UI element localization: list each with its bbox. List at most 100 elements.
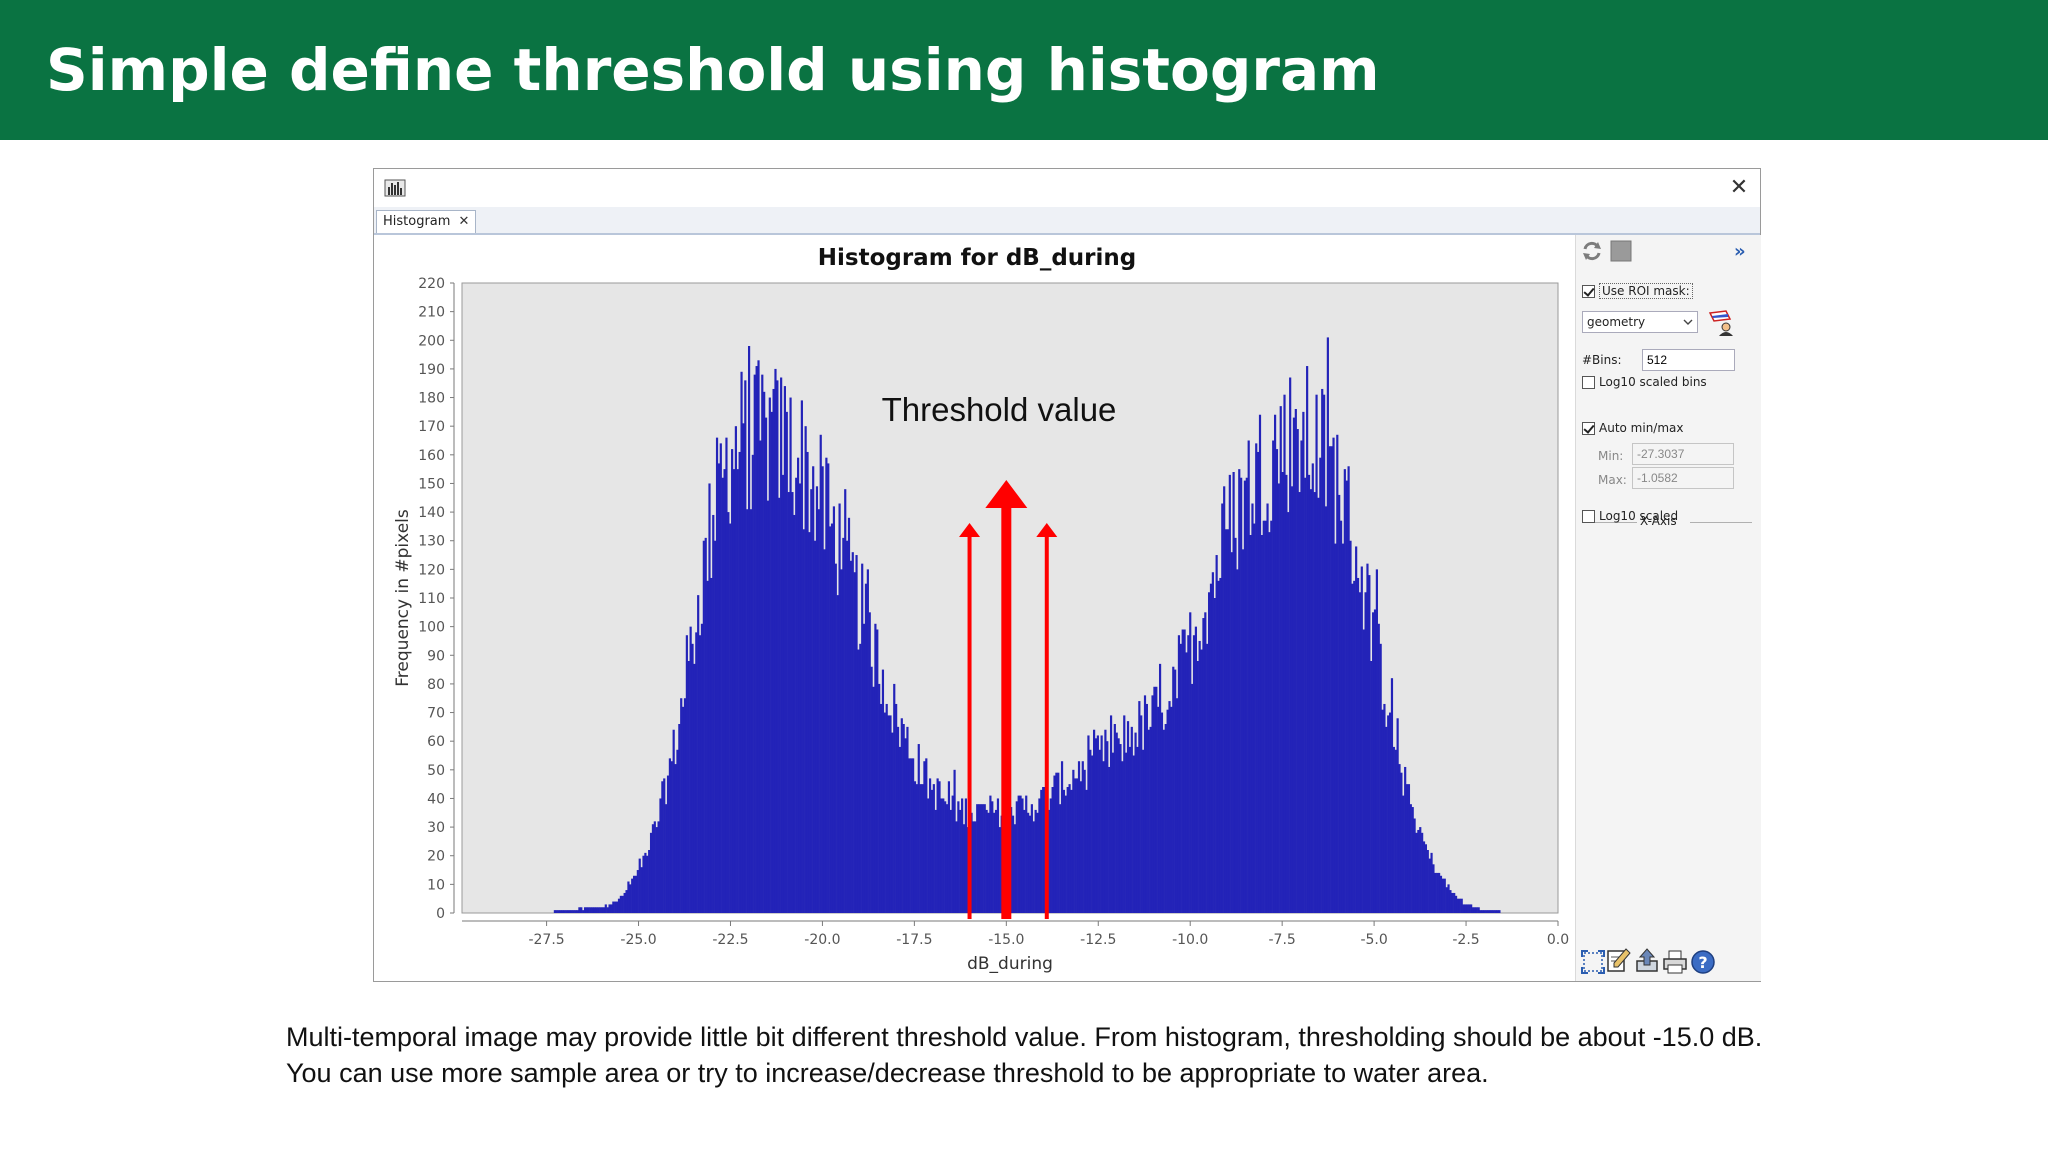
histogram-bar bbox=[580, 907, 583, 913]
tab-histogram[interactable]: Histogram ✕ bbox=[376, 210, 477, 233]
histogram-bar bbox=[638, 858, 641, 913]
histogram-bar bbox=[1206, 643, 1209, 913]
histogram-bar bbox=[1487, 910, 1490, 913]
histogram-bar bbox=[1300, 440, 1303, 913]
histogram-bar bbox=[1407, 784, 1411, 913]
x-axis-ticks: -27.5 -25.0 -22.5 -20.0 -17.5 -15.0 -12.5 -10.0… bbox=[528, 921, 1569, 948]
histogram-bar bbox=[1362, 629, 1365, 913]
help-icon[interactable]: ? bbox=[1690, 949, 1716, 978]
histogram-bar bbox=[704, 537, 707, 913]
histogram-bar bbox=[1351, 583, 1354, 913]
histogram-bar bbox=[755, 366, 758, 913]
histogram-bar bbox=[593, 907, 596, 913]
histogram-bar bbox=[1187, 635, 1190, 913]
min-input[interactable] bbox=[1632, 443, 1734, 465]
histogram-bar bbox=[712, 514, 715, 913]
histogram-bar bbox=[764, 417, 768, 913]
histogram-bar bbox=[868, 612, 871, 913]
edit-properties-icon[interactable] bbox=[1606, 947, 1632, 978]
export-icon[interactable] bbox=[1634, 947, 1660, 978]
histogram-bar bbox=[585, 907, 589, 913]
histogram-bar bbox=[602, 907, 606, 913]
log10-bins-checkbox[interactable] bbox=[1582, 375, 1595, 389]
histogram-bar bbox=[640, 867, 643, 913]
histogram-bar bbox=[1328, 446, 1331, 913]
histogram-bar bbox=[789, 397, 792, 913]
roi-mask-select[interactable]: geometry bbox=[1582, 311, 1698, 333]
histogram-bar bbox=[1338, 494, 1341, 913]
slide-title: Simple define threshold using histogram bbox=[46, 36, 1380, 104]
histogram-bar bbox=[1189, 612, 1192, 913]
histogram-bar bbox=[1289, 377, 1292, 913]
histogram-bar bbox=[923, 761, 926, 913]
histogram-bar bbox=[1405, 784, 1409, 913]
histogram-bar bbox=[1441, 878, 1444, 913]
max-input[interactable] bbox=[1632, 467, 1734, 489]
histogram-bar bbox=[1021, 798, 1024, 913]
print-icon[interactable] bbox=[1662, 949, 1688, 978]
histogram-bar bbox=[1228, 474, 1231, 913]
histogram-bar bbox=[936, 778, 939, 913]
histogram-bar bbox=[689, 626, 692, 913]
histogram-bar bbox=[621, 895, 624, 913]
x-tick-label: -22.5 bbox=[712, 932, 748, 948]
histogram-bar bbox=[698, 635, 702, 913]
histogram-bar bbox=[1345, 480, 1348, 913]
histogram-bar bbox=[727, 512, 730, 913]
histogram-bar bbox=[1285, 474, 1288, 913]
histogram-bar bbox=[668, 758, 671, 913]
window-close-button[interactable]: ✕ bbox=[1729, 175, 1749, 200]
tab-close-icon[interactable]: ✕ bbox=[458, 214, 470, 229]
histogram-bar bbox=[1490, 910, 1493, 913]
histogram-bar bbox=[1143, 695, 1147, 913]
histogram-bar bbox=[813, 540, 817, 913]
histogram-bar bbox=[815, 486, 819, 913]
use-roi-checkbox[interactable] bbox=[1582, 284, 1595, 298]
histogram-bar bbox=[1023, 809, 1026, 913]
collapse-panel-icon[interactable]: » bbox=[1734, 241, 1746, 262]
log10-scaled-checkbox[interactable] bbox=[1582, 509, 1595, 523]
histogram-bar bbox=[851, 552, 854, 913]
histogram-bar bbox=[1454, 895, 1458, 913]
histogram-bar bbox=[1093, 729, 1096, 913]
histogram-bar bbox=[798, 483, 802, 913]
roi-mask-manager-icon[interactable] bbox=[1706, 307, 1736, 340]
histogram-bar bbox=[1381, 709, 1384, 913]
histogram-bar bbox=[949, 809, 952, 913]
histogram-bar bbox=[1036, 812, 1039, 913]
histogram-bar bbox=[1019, 795, 1022, 913]
bins-input[interactable] bbox=[1642, 349, 1735, 371]
histogram-bar bbox=[672, 729, 675, 913]
histogram-bar bbox=[761, 374, 764, 913]
histogram-bar bbox=[1302, 411, 1305, 913]
histogram-bar bbox=[1027, 812, 1030, 913]
histogram-bar bbox=[557, 910, 560, 913]
histogram-bar bbox=[857, 649, 860, 913]
histogram-bar bbox=[1417, 829, 1420, 913]
log10-bins-label: Log10 scaled bins bbox=[1599, 375, 1707, 389]
histogram-bar bbox=[1257, 451, 1260, 913]
histogram-bar bbox=[1419, 827, 1422, 913]
histogram-bar bbox=[1458, 898, 1461, 913]
histogram-bar bbox=[1264, 520, 1267, 913]
auto-minmax-checkbox[interactable] bbox=[1582, 421, 1595, 435]
histogram-bar bbox=[1426, 850, 1429, 913]
histogram-bar bbox=[1089, 749, 1092, 913]
histogram-bar bbox=[1258, 414, 1262, 913]
histogram-bar bbox=[1208, 592, 1211, 913]
log10-scaled-label: Log10 scaled bbox=[1599, 509, 1679, 523]
histogram-bar bbox=[1247, 440, 1250, 913]
use-roi-label: Use ROI mask: bbox=[1599, 283, 1693, 299]
histogram-bar bbox=[1243, 480, 1247, 913]
histogram-bar bbox=[1438, 872, 1441, 913]
chevron-down-icon bbox=[1683, 314, 1693, 330]
stop-icon[interactable] bbox=[1609, 239, 1633, 266]
histogram-bar bbox=[821, 466, 824, 913]
histogram-bar bbox=[978, 804, 981, 913]
refresh-icon[interactable] bbox=[1580, 239, 1604, 266]
histogram-bar bbox=[1104, 729, 1107, 913]
histogram-bar bbox=[1292, 417, 1296, 913]
zoom-all-icon[interactable] bbox=[1580, 949, 1606, 978]
histogram-bar bbox=[893, 683, 896, 913]
histogram-bar bbox=[1343, 469, 1346, 913]
